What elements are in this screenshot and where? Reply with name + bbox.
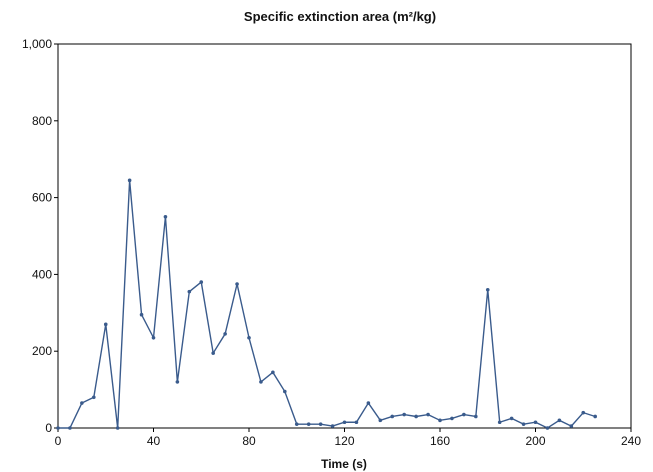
data-point [271, 370, 275, 375]
data-point [127, 178, 132, 183]
x-tick-label: 120 [334, 434, 354, 448]
data-point [390, 414, 395, 419]
data-point [211, 351, 215, 355]
data-point [259, 380, 263, 384]
data-point [151, 335, 156, 340]
y-tick-label: 600 [32, 191, 52, 205]
data-point [223, 332, 227, 336]
data-point [235, 282, 239, 286]
data-point [450, 416, 454, 421]
data-point [545, 426, 550, 430]
data-point [593, 414, 597, 419]
plot-area-frame [57, 43, 632, 429]
y-tick-label: 0 [45, 421, 52, 435]
data-point [557, 418, 562, 423]
data-point [103, 322, 108, 327]
y-tick-label: 200 [32, 344, 52, 358]
data-point [474, 414, 478, 419]
data-point [569, 424, 574, 428]
y-tick-label: 400 [32, 267, 52, 281]
x-tick-label: 80 [242, 434, 256, 448]
data-point [175, 380, 180, 384]
data-point [497, 420, 502, 425]
data-point [247, 335, 251, 340]
chart-title: Specific extinction area (m²/kg) [244, 9, 436, 24]
data-point [509, 416, 514, 421]
y-tick-label: 800 [32, 114, 52, 128]
data-point [80, 401, 84, 405]
y-axis: 0 200 400 600 800 1,000 [22, 37, 58, 435]
data-point [462, 412, 466, 417]
data-point [414, 414, 418, 419]
x-tick-label: 0 [55, 434, 62, 448]
data-point [68, 426, 72, 430]
data-point [115, 426, 120, 430]
data-point [187, 289, 192, 294]
data-point [92, 395, 96, 400]
data-point [426, 412, 430, 417]
data-point [56, 426, 60, 430]
data-point [342, 420, 347, 425]
x-axis-label: Time (s) [321, 457, 367, 471]
series-points [56, 178, 597, 430]
data-point [294, 422, 299, 426]
x-tick-label: 40 [147, 434, 161, 448]
x-tick-label: 160 [430, 434, 450, 448]
x-axis: 0 40 80 120 160 200 240 [55, 428, 641, 448]
data-point [330, 424, 335, 428]
x-tick-label: 200 [525, 434, 545, 448]
data-point [199, 280, 204, 284]
data-point [485, 287, 490, 292]
x-tick-label: 240 [621, 434, 641, 448]
data-point [533, 420, 538, 425]
y-tick-label: 1,000 [22, 37, 52, 51]
data-point [402, 412, 406, 417]
data-point [306, 422, 311, 426]
data-point [318, 422, 323, 426]
data-point [139, 312, 144, 317]
data-point [283, 389, 287, 394]
series-line [58, 180, 596, 429]
data-point [581, 410, 586, 415]
data-point [378, 418, 383, 423]
data-point [354, 420, 359, 425]
data-point [521, 422, 526, 426]
data-point [366, 401, 371, 405]
data-point [163, 215, 168, 219]
data-point [438, 418, 442, 423]
